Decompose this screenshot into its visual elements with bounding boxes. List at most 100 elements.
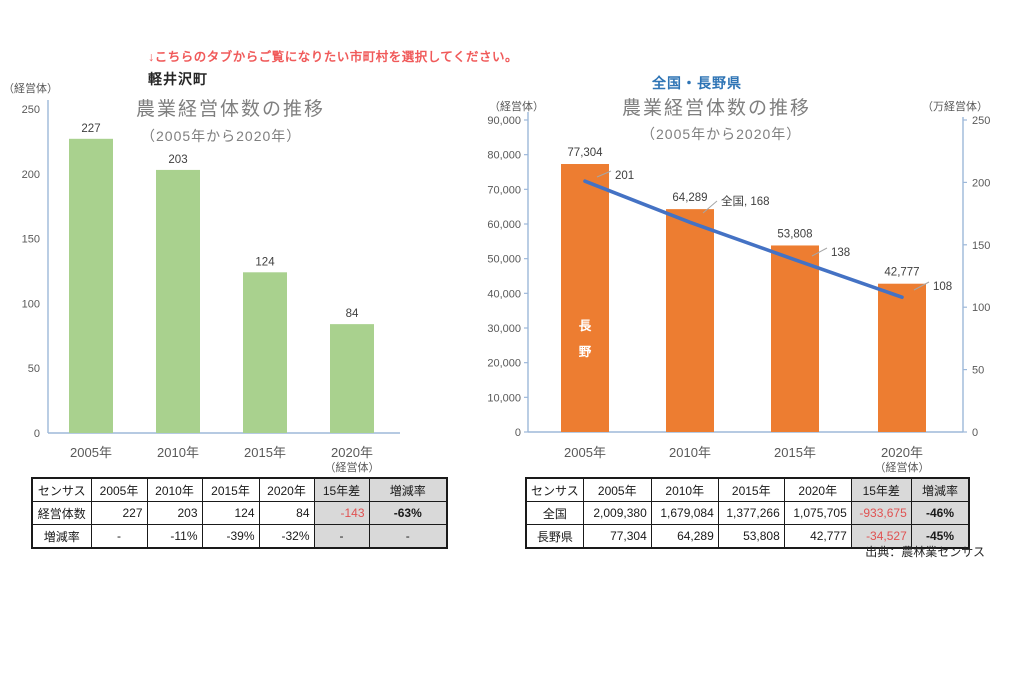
table-row-label: 増減率 (31, 524, 92, 549)
left-summary-table: センサス 2005年 2010年 2015年 2020年 15年差 増減率 経営体数 227 20… (31, 477, 448, 549)
line-label-leader (913, 281, 930, 291)
right-chart-line-label: 全国, 168 (721, 194, 770, 208)
left-chart-bar-label: 227 (81, 123, 100, 135)
table-cell-diff: -143 (313, 501, 370, 525)
table-cell: 124 (201, 501, 260, 525)
right-chart-left-y-tick: 50,000 (487, 254, 521, 266)
right-chart-x-label: 2010年 (669, 445, 711, 460)
table-cell: 203 (146, 501, 203, 525)
left-chart-region-title: 軽井沢町 (148, 71, 208, 87)
table-cell: 1,075,705 (783, 501, 852, 525)
table-row: 増減率 - -11% -39% -32% - - (31, 524, 448, 549)
table-header-cell: センサス (31, 477, 92, 502)
table-cell: 53,808 (717, 524, 785, 549)
table-cell: 64,289 (650, 524, 719, 549)
right-chart-x-label: 2005年 (564, 445, 606, 460)
right-chart-right-y-tick: 0 (972, 427, 978, 439)
table-header-cell: 2010年 (146, 477, 203, 502)
table-cell: 84 (258, 501, 315, 525)
table-cell: 1,377,266 (717, 501, 785, 525)
data-source-label: 出典：農林業センサス (865, 545, 985, 559)
right-chart-left-y-tick: 80,000 (487, 150, 521, 162)
right-chart-left-y-tick: 30,000 (487, 323, 521, 335)
right-chart-left-y-tick: 10,000 (487, 392, 521, 404)
right-chart-left-y-unit-label: （経営体） (489, 101, 544, 113)
table-cell-rate: -63% (368, 501, 448, 525)
left-chart-bar-label: 84 (346, 308, 359, 320)
table-cell-rate: -45% (910, 524, 970, 549)
right-chart-bar-2005年 (561, 164, 609, 432)
table-row-label: 経営体数 (31, 501, 92, 525)
left-chart-subtitle: （2005年から2020年） (141, 128, 302, 144)
table-cell-rate: - (368, 524, 448, 549)
table-cell: 2,009,380 (582, 501, 652, 525)
right-chart-title: 農業経営体数の推移 (622, 98, 812, 119)
right-chart-left-y-tick: 0 (515, 427, 521, 439)
left-chart-y-tick: 150 (22, 234, 40, 246)
line-label-leader (702, 200, 718, 214)
right-chart-x-label: 2020年 (881, 445, 923, 460)
left-chart-y-tick: 0 (34, 428, 40, 440)
left-chart-y-tick: 200 (22, 169, 40, 181)
right-chart-left-y-tick: 90,000 (487, 115, 521, 127)
right-chart-right-y-tick: 50 (972, 365, 984, 377)
right-chart-bar-label: 53,808 (777, 228, 812, 240)
table-cell-diff: -34,527 (850, 524, 912, 549)
right-summary-table: センサス 2005年 2010年 2015年 2020年 15年差 増減率 全国 2,009,3… (525, 477, 971, 549)
table-row-label: 全国 (525, 501, 584, 525)
table-row: 経営体数 227 203 124 84 -143 -63% (31, 501, 448, 525)
table-header-cell: 増減率 (910, 477, 970, 502)
table-header-cell: 2020年 (258, 477, 315, 502)
line-label-leader (811, 247, 828, 257)
line-label-leader (596, 170, 612, 178)
table-header-cell: 増減率 (368, 477, 448, 502)
right-chart-left-y-tick: 20,000 (487, 358, 521, 370)
table-cell: -39% (201, 524, 260, 549)
right-chart-bar-label: 64,289 (672, 192, 707, 204)
right-chart-right-y-tick: 100 (972, 302, 990, 314)
left-chart-y-unit-label: （経営体） (3, 83, 58, 95)
table-cell: 77,304 (582, 524, 652, 549)
karuizawa-table: センサス 2005年 2010年 2015年 2020年 15年差 増減率 経営体数 227 20… (31, 477, 448, 549)
table-row: 長野県 77,304 64,289 53,808 42,777 -34,527 -45% (525, 524, 970, 549)
right-chart-right-y-unit-label: （万経営体） (922, 101, 988, 113)
right-chart-line-zenkoku (583, 179, 904, 300)
table-header-row: センサス 2005年 2010年 2015年 2020年 15年差 増減率 (525, 477, 970, 502)
table-header-row: センサス 2005年 2010年 2015年 2020年 15年差 増減率 (31, 477, 448, 502)
table-header-cell: 15年差 (850, 477, 912, 502)
right-chart-x-unit-label: （経営体） (875, 460, 930, 474)
left-chart: 0 50 100 150 200 250 227 2005年 203 2010年 124 2015年 8… (22, 100, 400, 474)
right-chart-right-y-tick: 200 (972, 177, 990, 189)
tab-instruction-note: ↓こちらのタブからご覧になりたい市町村を選択してください。 (148, 50, 519, 64)
left-chart-x-label: 2020年 (331, 445, 373, 460)
left-chart-x-label: 2010年 (157, 445, 199, 460)
left-chart-x-label: 2005年 (70, 445, 112, 460)
bar-series-label-nagano: 長野 (579, 318, 592, 359)
right-chart-x-label: 2015年 (774, 445, 816, 460)
table-header-cell: 2005年 (582, 477, 652, 502)
right-chart-line-label: 108 (933, 281, 952, 293)
right-chart-bar-2010年 (666, 209, 714, 432)
left-chart-bar-2015年 (243, 272, 287, 433)
table-row-label: 長野県 (525, 524, 584, 549)
table-header-cell: 2015年 (201, 477, 260, 502)
left-chart-x-unit-label: （経営体） (325, 460, 380, 474)
right-chart-bar-2020年 (878, 283, 926, 432)
left-chart-y-tick: 250 (22, 104, 40, 116)
left-chart-title: 農業経営体数の推移 (136, 99, 326, 120)
table-cell: - (90, 524, 148, 549)
table-header-cell: 15年差 (313, 477, 370, 502)
table-cell-rate: -46% (910, 501, 970, 525)
left-chart-bar-label: 124 (255, 256, 275, 268)
right-chart-left-y-tick: 60,000 (487, 219, 521, 231)
right-chart-bar-2015年 (771, 245, 819, 432)
right-chart-right-y-tick: 150 (972, 240, 990, 252)
left-chart-bar-2005年 (69, 138, 113, 434)
national-nagano-table: センサス 2005年 2010年 2015年 2020年 15年差 増減率 全国 2,009,3… (525, 477, 971, 549)
table-header-cell: 2020年 (783, 477, 852, 502)
table-cell-diff: -933,675 (850, 501, 912, 525)
table-row: 全国 2,009,380 1,679,084 1,377,266 1,075,705 -9… (525, 501, 970, 525)
table-cell: -32% (258, 524, 315, 549)
right-chart-right-y-tick: 250 (972, 115, 990, 127)
right-chart-left-y-tick: 70,000 (487, 184, 521, 196)
